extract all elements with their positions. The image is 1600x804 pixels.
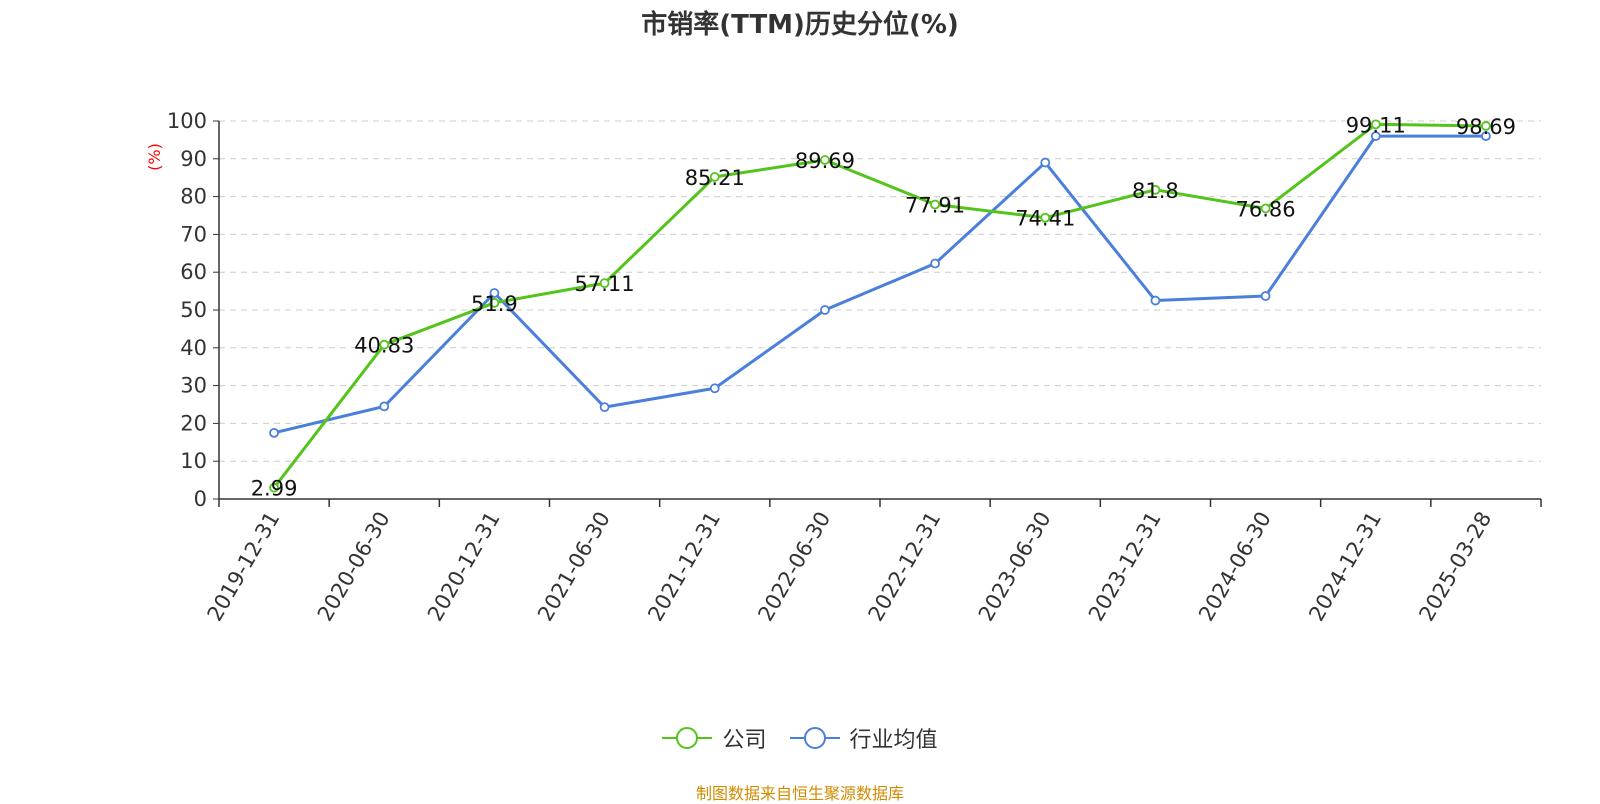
company-data-label: 99.11 <box>1346 113 1406 137</box>
company-point[interactable] <box>1260 203 1271 214</box>
y-tick-label: 90 <box>180 147 207 171</box>
company-data-label: 77.91 <box>905 194 965 218</box>
x-tick-label: 2021-06-30 <box>533 508 615 626</box>
industry-point[interactable] <box>1260 291 1271 301</box>
x-tick-label: 2024-12-31 <box>1304 508 1386 626</box>
company-data-label: 57.11 <box>575 272 635 296</box>
y-tick-label: 20 <box>180 411 207 435</box>
x-tick-label: 2020-12-31 <box>423 508 505 626</box>
data-source: 制图数据来自恒生聚源数据库 <box>695 784 904 803</box>
company-point[interactable] <box>1040 212 1051 223</box>
axes <box>213 120 1542 507</box>
company-data-label: 51.9 <box>471 292 518 316</box>
company-data-label: 2.99 <box>251 477 298 501</box>
x-tick-label: 2020-06-30 <box>313 508 395 626</box>
grid-lines <box>219 120 1541 462</box>
x-tick-label: 2022-06-30 <box>753 508 835 626</box>
industry-point[interactable] <box>599 402 610 413</box>
x-tick-label: 2021-12-31 <box>643 508 725 626</box>
y-tick-label: 10 <box>180 449 207 473</box>
industry-point[interactable] <box>930 258 940 269</box>
x-tick-label: 2024-06-30 <box>1194 508 1276 626</box>
company-point[interactable] <box>269 482 279 493</box>
industry-point[interactable] <box>1481 131 1491 142</box>
y-tick-label: 80 <box>180 185 207 209</box>
company-point[interactable] <box>1481 121 1491 131</box>
industry-point[interactable] <box>820 305 830 315</box>
company-data-label: 81.8 <box>1132 179 1179 203</box>
y-tick-label: 50 <box>180 298 207 322</box>
y-tick-label: 100 <box>167 109 207 133</box>
company-point[interactable] <box>1370 119 1381 130</box>
company-data-label: 76.86 <box>1236 197 1296 221</box>
company-point[interactable] <box>1150 184 1161 195</box>
company-point[interactable] <box>930 199 940 210</box>
legend-company-marker <box>662 727 713 749</box>
industry-point[interactable] <box>1040 157 1051 168</box>
company-point[interactable] <box>820 155 830 165</box>
chart-title: 市销率(TTM)历史分位(%) <box>641 10 959 40</box>
legend-industry-marker <box>789 727 840 749</box>
industry-point[interactable] <box>1150 295 1161 306</box>
company-data-label: 85.21 <box>685 166 745 190</box>
y-tick-labels: 0 10 20 30 40 50 60 70 80 90 100 <box>167 109 207 511</box>
x-tick-labels: 2019-12-31 2020-06-30 2020-12-31 2021-06-30… <box>203 508 1497 626</box>
industry-series-line <box>273 134 1486 435</box>
company-data-label: 40.83 <box>354 334 414 358</box>
company-point[interactable] <box>379 339 390 350</box>
y-tick-label: 30 <box>180 374 207 398</box>
y-tick-label: 60 <box>180 260 207 284</box>
data-labels: 2.99 40.83 51.9 57.11 85.21 89.69 77.91 74.41 81… <box>251 113 1516 500</box>
industry-point[interactable] <box>489 288 500 298</box>
y-tick-label: 40 <box>180 336 207 360</box>
y-tick-label: 70 <box>180 222 207 246</box>
industry-point[interactable] <box>1370 131 1381 142</box>
company-point[interactable] <box>489 297 500 308</box>
industry-point[interactable] <box>269 427 279 438</box>
line-chart: 0 10 20 30 40 50 60 70 80 90 100 2019-12-31 2020-06… <box>145 109 1542 626</box>
legend: 公司 行业均值 <box>0 722 1600 757</box>
legend-item-industry[interactable]: 行业均值 <box>789 722 938 754</box>
x-tick-label: 2023-06-30 <box>974 508 1056 626</box>
company-data-label: 74.41 <box>1015 207 1075 231</box>
company-data-label: 89.69 <box>795 149 855 173</box>
x-tick-label: 2025-03-28 <box>1414 508 1496 626</box>
x-tick-label: 2019-12-31 <box>203 508 285 626</box>
x-tick-label: 2023-12-31 <box>1084 508 1166 626</box>
legend-industry-label: 行业均值 <box>849 728 938 753</box>
x-tick-label: 2022-12-31 <box>864 508 946 626</box>
company-data-label: 98.69 <box>1456 115 1516 139</box>
y-tick-label: 0 <box>194 487 207 511</box>
industry-point[interactable] <box>709 383 720 394</box>
y-axis-label: (%) <box>145 143 164 171</box>
company-point[interactable] <box>599 278 610 289</box>
company-series-line <box>272 122 1486 489</box>
legend-company-label: 公司 <box>722 728 767 753</box>
series-layer <box>269 119 1491 493</box>
legend-item-company[interactable]: 公司 <box>662 722 767 754</box>
company-point[interactable] <box>709 172 720 182</box>
industry-point[interactable] <box>379 401 390 412</box>
